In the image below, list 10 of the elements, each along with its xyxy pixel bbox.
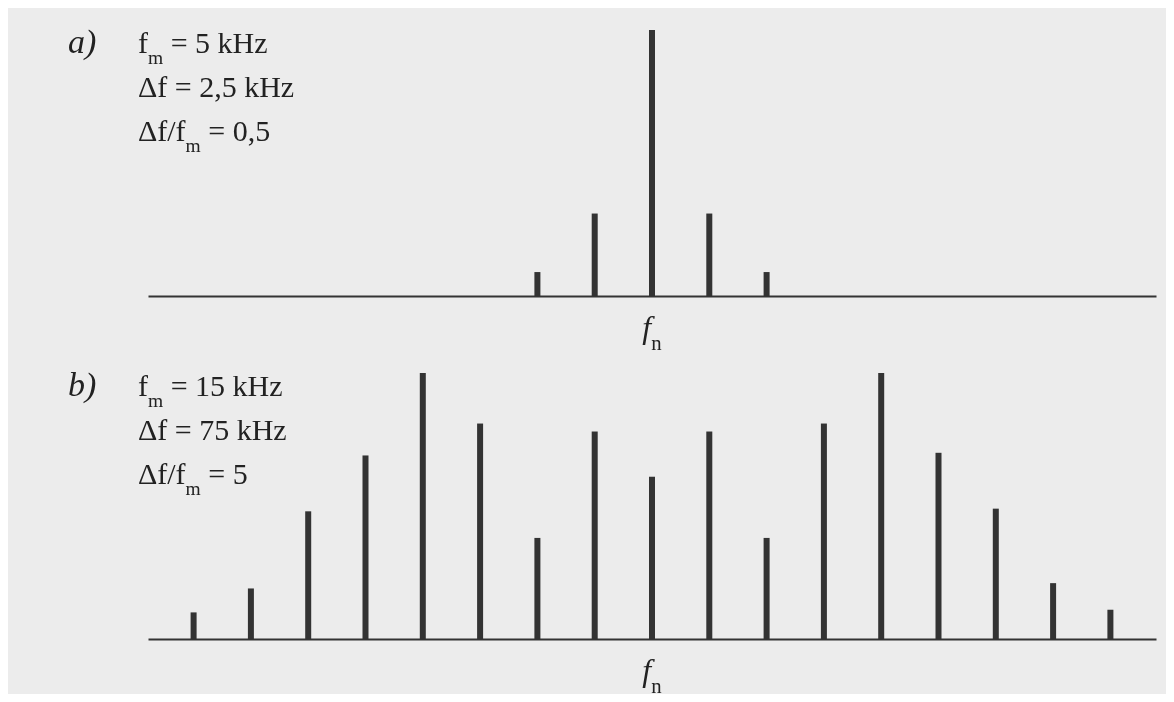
annotation: Δf = 75 kHz [138, 413, 287, 446]
text: b) [68, 366, 97, 404]
text: a) [68, 23, 97, 61]
x-axis-title: f$_{n}$ [642, 309, 663, 354]
annotation: f$_{m}$ = 15 kHz [138, 369, 283, 411]
x-axis-title: f$_{n}$ [642, 652, 663, 697]
text: Δf/f$_{m}$ = 0,5 [138, 114, 271, 156]
text: f$_{m}$ = 5 kHz [138, 26, 268, 68]
text: Δf = 2,5 kHz [138, 70, 295, 103]
annotation: Δf/f$_{m}$ = 5 [138, 457, 248, 499]
